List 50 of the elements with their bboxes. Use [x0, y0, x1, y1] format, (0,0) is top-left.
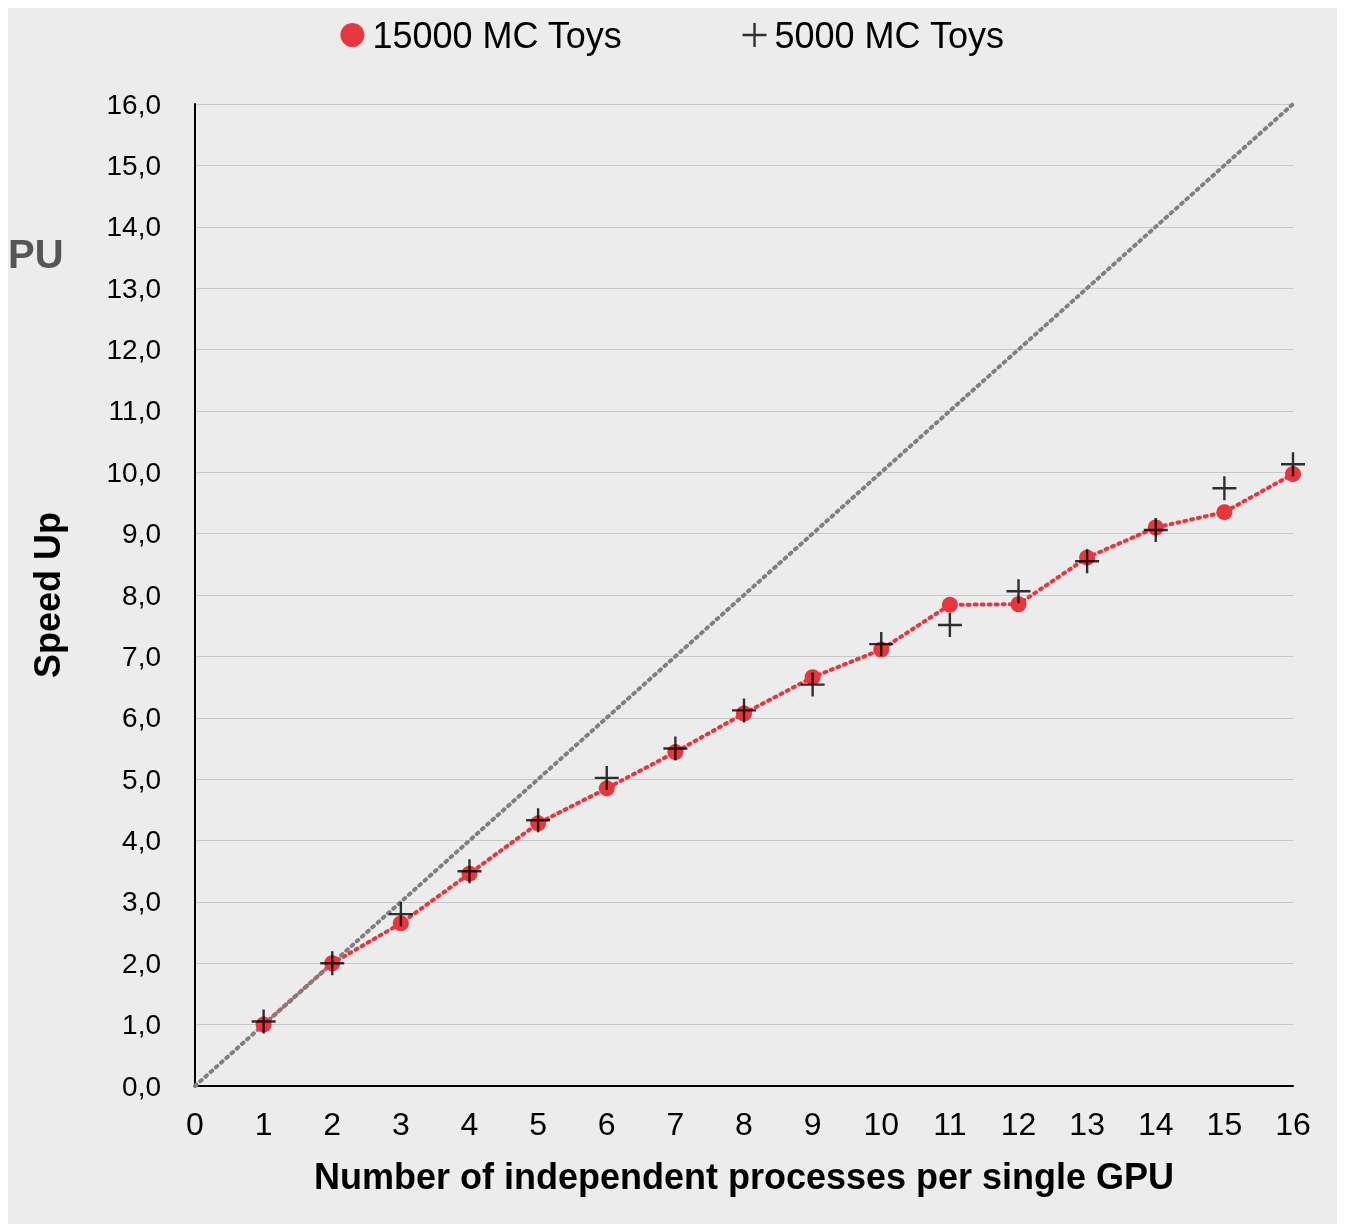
- y-axis-title: Speed Up: [26, 511, 68, 679]
- x-tick-label: 8: [735, 1106, 753, 1142]
- x-tick-label: 4: [460, 1106, 479, 1142]
- y-tick-label: 10,0: [106, 456, 161, 488]
- y-tick-label: 5,0: [122, 763, 161, 795]
- point: [663, 736, 688, 761]
- legend-label: 15000 MC Toys: [372, 14, 622, 56]
- x-tick-label: 3: [391, 1106, 410, 1142]
- point: [1212, 476, 1237, 501]
- legend-label: 5000 MC Toys: [774, 14, 1004, 56]
- x-axis-title: Number of independent processes per single GPU: [313, 1155, 1175, 1197]
- y-tick-label: 0,0: [122, 1070, 161, 1102]
- y-tick-label: 2,0: [122, 947, 161, 979]
- point: [941, 596, 958, 613]
- x-tick-label: 6: [597, 1106, 616, 1142]
- point: [457, 859, 482, 884]
- y-tick-label: 12,0: [106, 334, 161, 365]
- y-tick-label: 13,0: [106, 272, 161, 304]
- x-tick-label: 14: [1137, 1106, 1174, 1142]
- x-tick-label: 9: [803, 1106, 822, 1142]
- x-tick-label: 13: [1069, 1106, 1105, 1142]
- y-tick-label: 14,0: [106, 211, 161, 243]
- x-tick-label: 16: [1275, 1106, 1311, 1142]
- y-tick-label: 7,0: [122, 640, 161, 672]
- y-tick-label: 16,0: [106, 88, 161, 120]
- point: [732, 698, 756, 723]
- x-tick-label: 2: [323, 1106, 342, 1142]
- point: [800, 672, 825, 697]
- point: [1216, 504, 1233, 521]
- y-tick-label: 1,0: [122, 1009, 161, 1041]
- point: [1006, 579, 1031, 604]
- x-tick-label: 15: [1206, 1106, 1243, 1142]
- x-tick-label: 0: [186, 1106, 204, 1142]
- y-tick-label: 3,0: [122, 886, 161, 918]
- text: PU: [8, 232, 64, 276]
- point: [251, 1009, 276, 1034]
- y-tick-label: 8,0: [122, 579, 161, 611]
- x-tick-label: 5: [529, 1106, 548, 1142]
- y-tick-label: 4,0: [122, 825, 161, 856]
- y-tick-label: 11,0: [108, 395, 161, 427]
- point: [598, 780, 615, 797]
- x-tick-label: 11: [933, 1106, 967, 1142]
- x-tick-label: 10: [863, 1106, 900, 1142]
- x-tick-label: 12: [1000, 1106, 1037, 1142]
- point: [1285, 466, 1301, 483]
- x-tick-label: 1: [254, 1106, 273, 1142]
- y-tick-label: 6,0: [122, 702, 161, 734]
- y-tick-label: 15,0: [106, 149, 161, 181]
- x-tick-label: 7: [666, 1106, 685, 1142]
- y-tick-label: 9,0: [122, 518, 161, 550]
